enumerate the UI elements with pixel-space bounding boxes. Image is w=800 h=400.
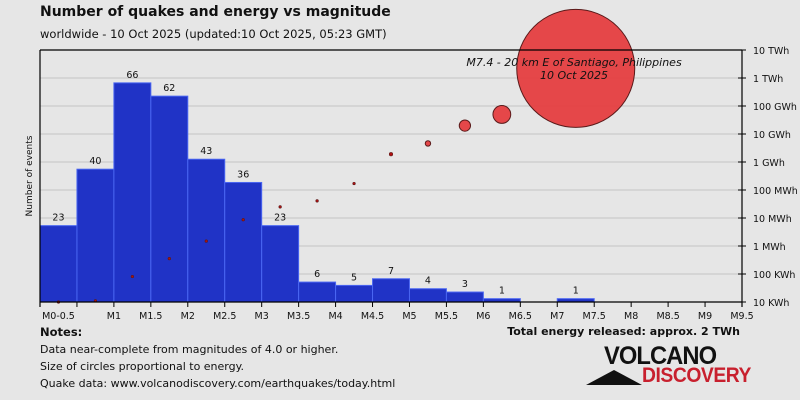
logo-line-1: VOLCANO bbox=[604, 342, 717, 370]
x-axis-tick-label: M1 bbox=[107, 311, 121, 322]
energy-point bbox=[204, 239, 208, 243]
bar-value-label: 6 bbox=[314, 269, 320, 280]
x-axis-tick-label: M0-0.5 bbox=[42, 311, 75, 322]
notes-heading: Notes: bbox=[40, 325, 83, 339]
bar-value-label: 4 bbox=[425, 276, 431, 287]
bar bbox=[408, 288, 447, 303]
bar-value-label: 1 bbox=[573, 286, 579, 297]
annotation-line-1: M7.4 - 20 km E of Santiago, Philippines bbox=[466, 56, 682, 69]
bar-value-label: 3 bbox=[462, 279, 468, 290]
energy-point bbox=[167, 256, 171, 261]
right-axis-tick-label: 1 MWh bbox=[753, 242, 786, 253]
energy-point bbox=[492, 105, 512, 124]
bar bbox=[298, 281, 337, 303]
bar bbox=[372, 278, 410, 303]
energy-point bbox=[516, 8, 636, 128]
bar-value-label: 62 bbox=[163, 83, 175, 94]
energy-point bbox=[315, 199, 319, 203]
chart-title: Number of quakes and energy vs magnitude bbox=[40, 4, 391, 20]
bar-value-label: 36 bbox=[237, 169, 249, 180]
right-axis-tick-label: 10 TWh bbox=[753, 46, 789, 57]
annotation-line-2: 10 Oct 2025 bbox=[540, 69, 608, 82]
x-axis-tick-label: M5 bbox=[402, 311, 416, 322]
energy-point bbox=[241, 218, 245, 222]
energy-point bbox=[458, 119, 472, 132]
volcanodiscovery-logo: VOLCANO DISCOVERY bbox=[586, 342, 756, 390]
x-axis-tick-label: M3.5 bbox=[287, 311, 310, 322]
x-axis-tick-label: M9 bbox=[698, 311, 712, 322]
right-axis-tick-label: 100 GWh bbox=[753, 102, 797, 113]
bar-value-label: 43 bbox=[200, 146, 212, 157]
x-axis-tick-label: M2 bbox=[181, 311, 195, 322]
x-axis-tick-label: M7 bbox=[550, 311, 564, 322]
right-axis-tick-label: 10 GWh bbox=[753, 130, 791, 141]
bar-value-label: 5 bbox=[351, 272, 357, 283]
chart-subtitle: worldwide - 10 Oct 2025 (updated:10 Oct … bbox=[40, 27, 387, 41]
bar bbox=[224, 181, 263, 303]
right-axis-tick-label: 1 TWh bbox=[753, 74, 783, 85]
x-axis-tick-label: M7.5 bbox=[583, 311, 606, 322]
x-axis-tick-label: M3 bbox=[255, 311, 269, 322]
energy-point bbox=[352, 181, 356, 186]
energy-point bbox=[278, 205, 282, 209]
x-axis-tick-label: M8 bbox=[624, 311, 638, 322]
bar bbox=[335, 284, 374, 303]
note-line: Size of circles proportional to energy. bbox=[40, 360, 245, 373]
right-axis-tick-label: 10 MWh bbox=[753, 214, 792, 225]
energy-point bbox=[424, 140, 432, 147]
bar-value-label: 1 bbox=[499, 286, 505, 297]
bar bbox=[261, 225, 300, 303]
note-line: Quake data: www.volcanodiscovery.com/ear… bbox=[40, 377, 396, 390]
bar-value-label: 23 bbox=[52, 213, 64, 224]
bar bbox=[187, 158, 226, 303]
energy-point bbox=[388, 152, 394, 157]
right-axis-tick-label: 100 MWh bbox=[753, 186, 798, 197]
x-axis-tick-label: M6 bbox=[476, 311, 490, 322]
x-axis-tick-label: M4.5 bbox=[361, 311, 384, 322]
right-axis-tick-label: 1 GWh bbox=[753, 158, 785, 169]
notes: Notes: Data near-complete from magnitude… bbox=[40, 324, 395, 392]
x-axis-tick-label: M9.5 bbox=[730, 311, 753, 322]
x-axis-tick-label: M2.5 bbox=[213, 311, 236, 322]
x-axis-tick-label: M1.5 bbox=[139, 311, 162, 322]
bar-value-label: 23 bbox=[274, 213, 286, 224]
bar-value-label: 40 bbox=[89, 156, 101, 167]
x-axis-tick-label: M8.5 bbox=[656, 311, 679, 322]
bar bbox=[113, 82, 152, 303]
note-line: Data near-complete from magnitudes of 4.… bbox=[40, 343, 339, 356]
bar bbox=[76, 168, 115, 303]
bar bbox=[39, 225, 78, 303]
x-axis-tick-label: M4 bbox=[328, 311, 342, 322]
bar bbox=[445, 291, 484, 303]
bar-value-label: 7 bbox=[388, 266, 394, 277]
bar-value-label: 66 bbox=[126, 70, 138, 81]
y-axis-label: Number of events bbox=[25, 135, 35, 216]
x-axis-tick-label: M5.5 bbox=[435, 311, 458, 322]
logo-line-2: DISCOVERY bbox=[642, 364, 751, 387]
right-axis-tick-label: 100 KWh bbox=[753, 270, 795, 281]
energy-point bbox=[130, 274, 134, 279]
bar bbox=[150, 95, 189, 303]
total-energy: Total energy released: approx. 2 TWh bbox=[507, 325, 740, 338]
volcano-icon bbox=[586, 370, 642, 385]
right-axis-tick-label: 10 KWh bbox=[753, 298, 789, 309]
x-axis-tick-label: M6.5 bbox=[509, 311, 532, 322]
